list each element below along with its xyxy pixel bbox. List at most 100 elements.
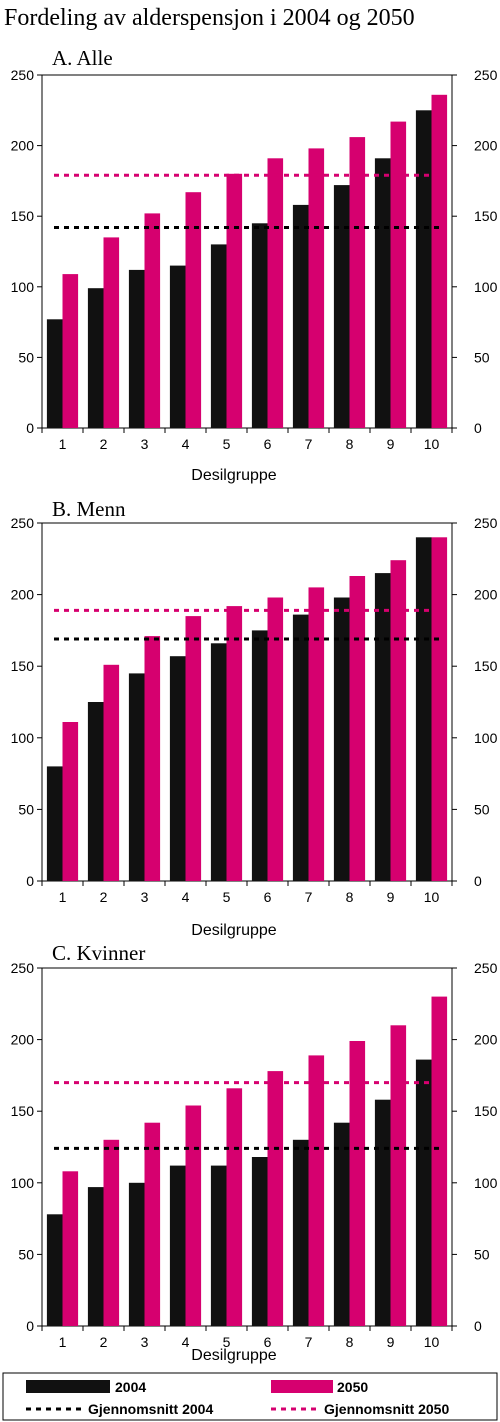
x-tick-label: 5 — [223, 1334, 231, 1350]
bar-2050-9 — [390, 1025, 407, 1326]
bar-2004-10 — [415, 110, 432, 429]
bar-2050-4 — [185, 616, 202, 881]
x-tick-label: 6 — [264, 436, 272, 452]
bar-2050-2 — [103, 1139, 120, 1326]
bar-2004-3 — [128, 269, 145, 428]
bar-2050-8 — [349, 137, 366, 428]
x-tick-label: 9 — [387, 1334, 395, 1350]
bar-2004-2 — [87, 288, 104, 428]
bar-2004-8 — [333, 1122, 350, 1326]
y-tick-label-left: 250 — [11, 67, 35, 83]
bar-2050-4 — [185, 1105, 202, 1326]
x-tick-label: 2 — [100, 889, 108, 905]
y-tick-label-right: 50 — [474, 349, 490, 365]
x-tick-label: 8 — [346, 889, 354, 905]
y-tick-label-right: 0 — [474, 873, 482, 889]
y-tick-label-right: 100 — [474, 1175, 498, 1191]
x-axis-label: Desilgruppe — [191, 1347, 276, 1364]
bar-2004-1 — [46, 766, 63, 881]
y-tick-label-left: 250 — [11, 960, 35, 976]
x-tick-label: 7 — [305, 1334, 313, 1350]
bar-2004-6 — [251, 630, 268, 881]
x-tick-label: 9 — [387, 889, 395, 905]
x-tick-label: 1 — [59, 889, 67, 905]
x-tick-label: 10 — [424, 436, 440, 452]
bar-2004-8 — [333, 597, 350, 881]
y-tick-label-right: 250 — [474, 67, 498, 83]
legend-label-avg-2050: Gjennomsnitt 2050 — [324, 1401, 449, 1417]
bar-2004-9 — [374, 1099, 391, 1326]
x-tick-label: 1 — [59, 436, 67, 452]
bar-2004-7 — [292, 1139, 309, 1326]
bar-2050-10 — [431, 996, 448, 1326]
y-tick-label-left: 200 — [11, 587, 35, 603]
bar-2050-1 — [62, 1171, 79, 1326]
bar-2050-4 — [185, 192, 202, 428]
y-tick-label-right: 50 — [474, 1246, 490, 1262]
bar-2050-2 — [103, 664, 120, 881]
bar-2004-5 — [210, 244, 227, 428]
y-tick-label-left: 150 — [11, 1103, 35, 1119]
bar-2050-8 — [349, 1041, 366, 1326]
y-tick-label-left: 50 — [18, 801, 34, 817]
bar-2004-10 — [415, 537, 432, 881]
bar-2050-1 — [62, 722, 79, 881]
bar-2004-2 — [87, 702, 104, 881]
y-tick-label-left: 0 — [26, 420, 34, 436]
bar-2050-7 — [308, 587, 325, 881]
y-tick-label-right: 0 — [474, 420, 482, 436]
bar-2050-1 — [62, 274, 79, 428]
y-tick-label-right: 150 — [474, 208, 498, 224]
bar-2004-6 — [251, 223, 268, 428]
bar-2050-7 — [308, 148, 325, 428]
x-tick-label: 10 — [424, 889, 440, 905]
bar-2050-6 — [267, 1071, 284, 1326]
y-tick-label-right: 200 — [474, 138, 498, 154]
bar-2004-4 — [169, 265, 186, 428]
y-tick-label-left: 150 — [11, 208, 35, 224]
bar-2004-1 — [46, 1214, 63, 1326]
bars — [46, 537, 448, 881]
y-tick-label-left: 200 — [11, 138, 35, 154]
y-tick-label-left: 0 — [26, 1318, 34, 1334]
x-tick-label: 5 — [223, 436, 231, 452]
bar-2004-4 — [169, 656, 186, 881]
bars — [46, 94, 448, 429]
x-tick-label: 10 — [424, 1334, 440, 1350]
y-tick-label-right: 150 — [474, 1103, 498, 1119]
y-tick-label-left: 100 — [11, 730, 35, 746]
bar-2004-7 — [292, 614, 309, 881]
bar-2004-5 — [210, 643, 227, 881]
y-tick-label-left: 0 — [26, 873, 34, 889]
bar-2004-2 — [87, 1187, 104, 1326]
legend-label-2050: 2050 — [337, 1379, 368, 1395]
legend: 2004 2050 Gjennomsnitt 2004 Gjennomsnitt… — [2, 1372, 498, 1421]
bar-2004-4 — [169, 1165, 186, 1326]
legend-label-avg-2004: Gjennomsnitt 2004 — [88, 1401, 213, 1417]
bar-2050-10 — [431, 94, 448, 429]
y-tick-label-right: 100 — [474, 730, 498, 746]
bar-2050-9 — [390, 121, 407, 428]
y-tick-label-right: 250 — [474, 960, 498, 976]
reference-lines — [54, 1081, 440, 1150]
bar-2050-8 — [349, 576, 366, 881]
x-tick-label: 6 — [264, 889, 272, 905]
x-tick-label: 8 — [346, 436, 354, 452]
bar-2050-3 — [144, 213, 161, 428]
x-tick-label: 3 — [141, 436, 149, 452]
bar-2050-5 — [226, 606, 243, 881]
bar-2004-9 — [374, 573, 391, 881]
x-tick-label: 9 — [387, 436, 395, 452]
bar-2050-2 — [103, 237, 120, 428]
x-tick-label: 6 — [264, 1334, 272, 1350]
figure-title: Fordeling av alderspensjon i 2004 og 205… — [4, 5, 415, 31]
x-tick-label: 2 — [100, 436, 108, 452]
bar-2050-5 — [226, 1088, 243, 1326]
bar-2050-6 — [267, 597, 284, 881]
y-tick-label-right: 150 — [474, 658, 498, 674]
bar-2004-1 — [46, 319, 63, 428]
y-tick-label-left: 250 — [11, 515, 35, 531]
